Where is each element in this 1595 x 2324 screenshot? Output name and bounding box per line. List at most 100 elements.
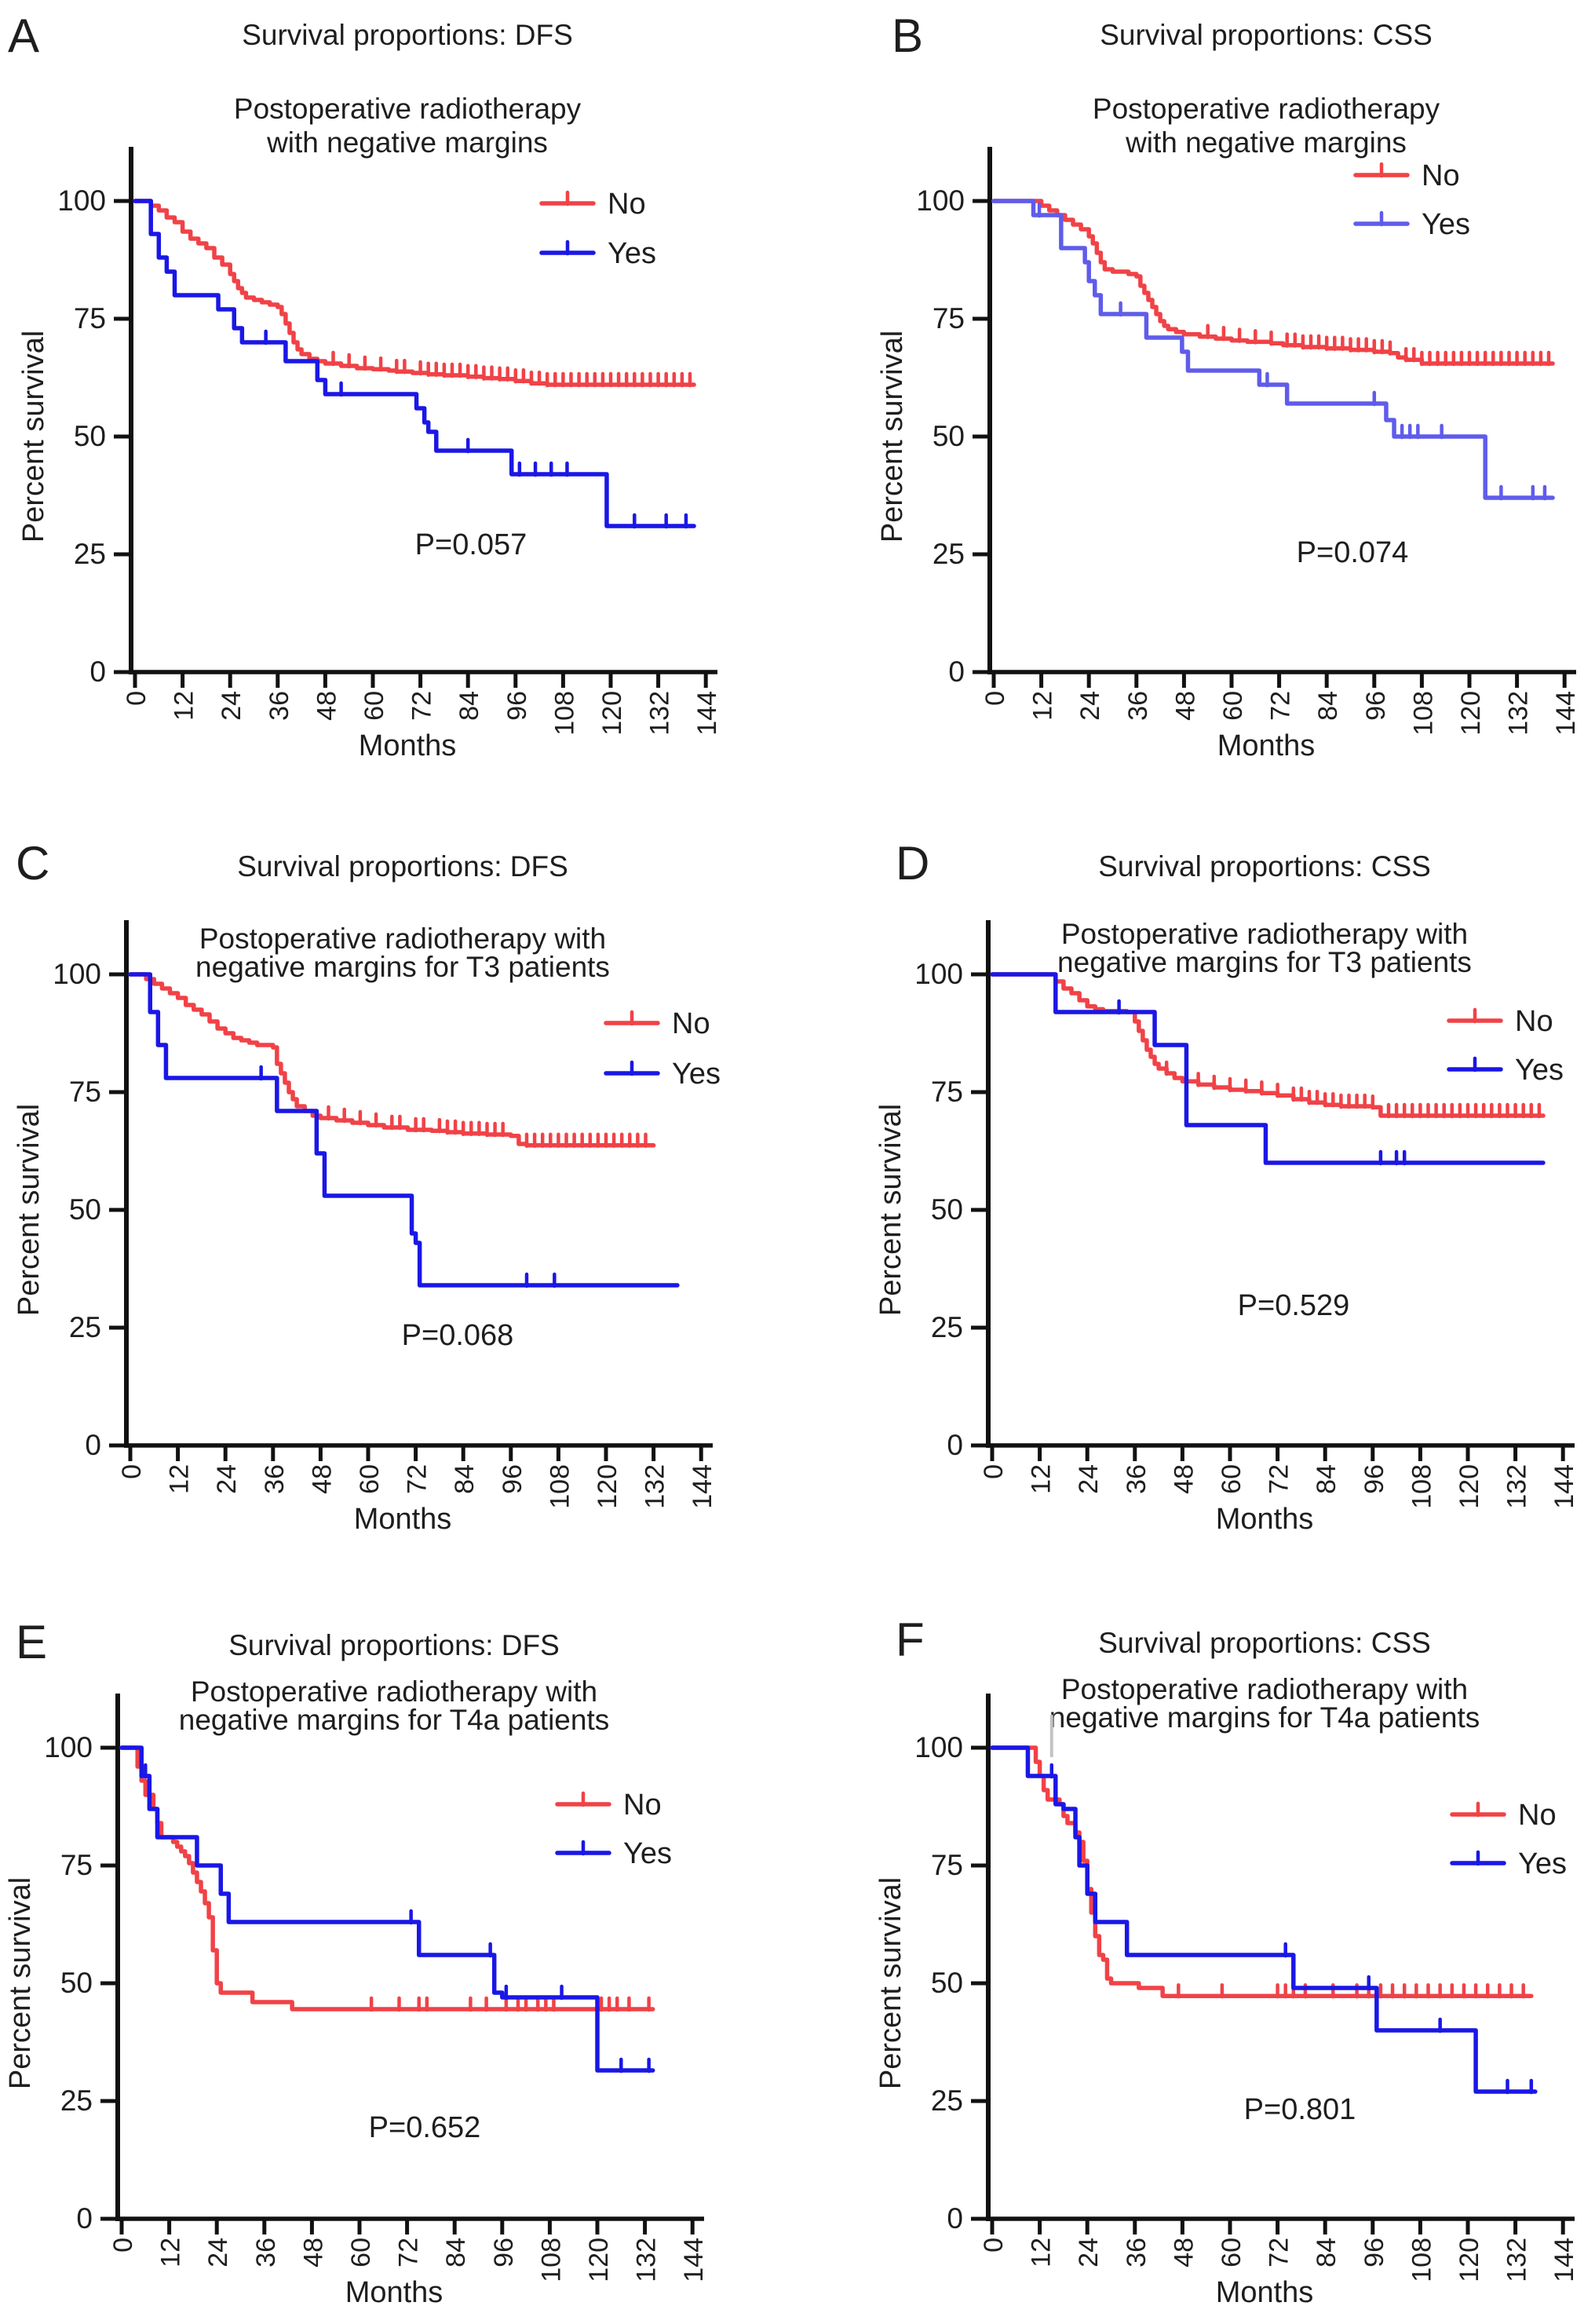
x-tick-label: 108 (545, 1464, 575, 1509)
x-axis-title: Months (354, 1503, 452, 1536)
x-tick-label: 72 (1265, 1464, 1294, 1494)
legend: No Yes (1450, 1799, 1567, 1880)
x-tick-label: 12 (156, 2238, 186, 2267)
y-tick-label: 100 (57, 185, 106, 217)
x-tick-label: 60 (355, 1464, 385, 1494)
legend-label-yes: Yes (608, 237, 656, 270)
y-tick-label: 25 (74, 538, 106, 570)
x-tick-label: 48 (312, 691, 341, 721)
panel-c: C Survival proportions: DFS Postoperative … (0, 773, 798, 1547)
survival-curve-yes (119, 1745, 655, 2073)
x-axis-title: Months (345, 2276, 443, 2309)
panel-letter: C (16, 837, 49, 890)
censor-ticks-yes (1049, 1763, 1534, 2095)
survival-curve-no (990, 1745, 1534, 1998)
y-axis-title: Percent survival (4, 1877, 37, 2089)
x-tick-label: 120 (1454, 1464, 1484, 1509)
legend: No Yes (1353, 159, 1470, 241)
y-tick-label: 50 (69, 1193, 101, 1226)
chart-title: Survival proportions: DFS (237, 850, 568, 882)
x-tick-label: 36 (1122, 1464, 1152, 1494)
y-tick-label: 50 (931, 1193, 963, 1226)
chart-subtitle-line: with negative margins (1125, 126, 1407, 159)
x-tick-label: 60 (360, 691, 389, 721)
x-tick-label: 132 (1504, 691, 1534, 736)
p-value: P=0.652 (369, 2111, 481, 2144)
panel-letter: E (16, 1616, 47, 1668)
x-tick-label: 12 (165, 1464, 195, 1494)
censor-ticks-no (1164, 1060, 1542, 1119)
survival-curve-no (990, 972, 1546, 1118)
legend-label-yes: Yes (1518, 1847, 1567, 1880)
chart-subtitle-line: Postoperative radiotherapy with (191, 1675, 597, 1708)
x-tick-label: 0 (979, 1464, 1009, 1479)
panel-b: B Survival proportions: CSS Postoperative … (798, 0, 1595, 773)
x-tick-label: 84 (1312, 2238, 1341, 2267)
x-tick-label: 72 (1265, 2238, 1294, 2267)
x-tick-label: 120 (584, 2238, 614, 2282)
x-tick-label: 12 (1027, 1464, 1057, 1494)
censor-ticks-no (327, 1105, 648, 1149)
x-tick-label: 96 (502, 691, 532, 721)
legend-label-no: No (608, 188, 646, 221)
panel-a: A Survival proportions: DFS Postoperative … (0, 0, 798, 773)
censor-ticks-yes (144, 1763, 651, 2074)
x-tick-label: 120 (1454, 2238, 1484, 2282)
x-tick-label: 72 (403, 1464, 433, 1494)
x-tick-label: 24 (1074, 1464, 1104, 1494)
x-tick-label: 0 (108, 2238, 138, 2253)
legend: No Yes (555, 1789, 672, 1870)
x-tick-label: 48 (307, 1464, 337, 1494)
x-tick-label: 12 (170, 691, 199, 721)
y-tick-label: 75 (931, 1076, 963, 1108)
x-tick-label: 84 (1313, 691, 1343, 721)
y-tick-label: 100 (914, 958, 963, 990)
y-axis-title: Percent survival (874, 1104, 907, 1316)
x-tick-label: 36 (1123, 691, 1153, 721)
panel-letter: D (896, 837, 929, 890)
legend: No Yes (604, 1007, 721, 1091)
y-tick-label: 100 (916, 185, 965, 217)
legend-label-no: No (1515, 1005, 1553, 1038)
y-tick-label: 25 (931, 2085, 963, 2117)
survival-curve-yes (990, 1745, 1538, 2094)
p-value: P=0.057 (415, 528, 527, 561)
x-tick-label: 120 (593, 1464, 622, 1509)
x-tick-label: 120 (1456, 691, 1486, 736)
survival-curve-yes (133, 199, 696, 528)
panel-e: E Survival proportions: DFS Postoperative … (0, 1547, 798, 2320)
legend-label-yes: Yes (623, 1837, 672, 1870)
x-axis-title: Months (1216, 2276, 1314, 2309)
chart-subtitle-line: negative margins for T3 patients (195, 951, 610, 983)
y-tick-label: 0 (947, 2202, 963, 2234)
x-tick-label: 144 (1549, 1464, 1579, 1509)
survival-curve-yes (991, 199, 1555, 500)
chart-subtitle-line: negative margins for T4a patients (1049, 1701, 1480, 1734)
x-tick-label: 24 (1074, 2238, 1104, 2267)
x-tick-label: 144 (688, 1464, 717, 1509)
censor-ticks-yes (264, 329, 688, 529)
y-tick-label: 0 (89, 656, 106, 688)
chart-subtitle-line: Postoperative radiotherapy with (1061, 918, 1468, 950)
y-axis-title: Percent survival (17, 331, 50, 543)
survival-chart: D Survival proportions: CSS Postoperative … (874, 837, 1579, 1536)
x-tick-label: 36 (265, 691, 294, 721)
y-tick-label: 75 (933, 302, 965, 334)
x-tick-label: 144 (1551, 691, 1581, 736)
x-tick-label: 96 (1360, 2238, 1389, 2267)
legend-label-yes: Yes (1515, 1054, 1564, 1087)
x-tick-label: 132 (645, 691, 675, 736)
x-axis-title: Months (1216, 1503, 1314, 1536)
y-tick-label: 75 (931, 1849, 963, 1881)
chart-subtitle-line: negative margins for T4a patients (179, 1704, 609, 1736)
chart-title: Survival proportions: CSS (1100, 19, 1433, 51)
y-tick-label: 100 (914, 1731, 963, 1763)
chart-title: Survival proportions: CSS (1098, 1627, 1431, 1659)
chart-subtitle-line: with negative margins (266, 126, 548, 159)
y-tick-label: 25 (69, 1311, 101, 1343)
x-tick-label: 108 (1407, 1464, 1436, 1509)
x-tick-label: 96 (489, 2238, 519, 2267)
x-tick-label: 108 (549, 691, 579, 736)
x-tick-label: 60 (346, 2238, 376, 2267)
